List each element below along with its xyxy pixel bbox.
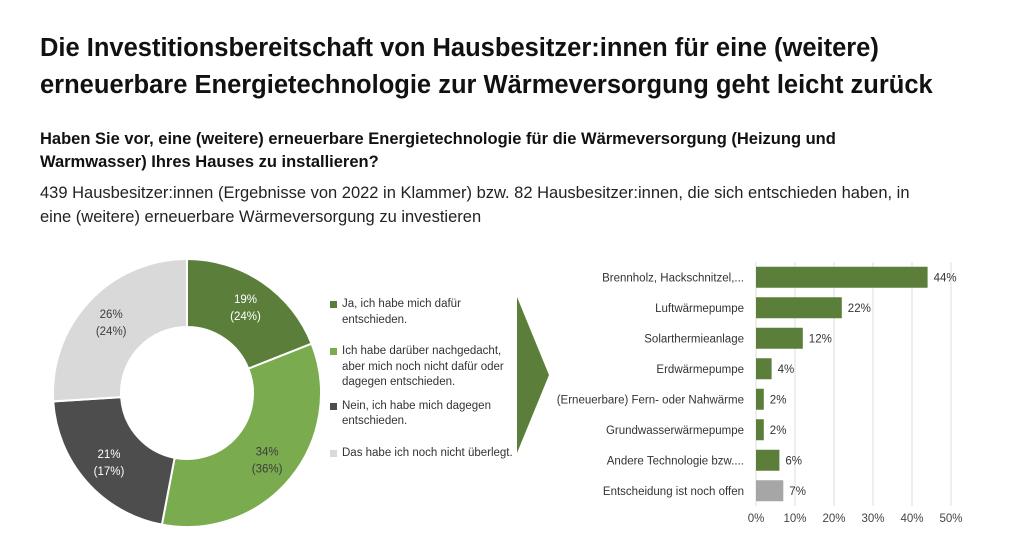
x-tick-label: 0% — [748, 513, 765, 525]
donut-slice — [186, 257, 313, 371]
donut-slice — [160, 342, 322, 528]
legend-label: Das habe ich noch nicht überlegt. — [342, 446, 513, 459]
category-label: Entscheidung ist noch offen — [603, 486, 744, 498]
donut-chart: 19% (24%) 34% (36%) 21% (17%) 26% (24%) — [52, 257, 322, 528]
x-tick-label: 20% — [822, 513, 845, 525]
bar-value-label: 44% — [934, 272, 957, 284]
x-tick-label: 40% — [900, 513, 923, 525]
slice-value-label: 34% — [256, 446, 279, 458]
legend-label: Ich habe darüber nachgedacht, aber mich … — [342, 345, 504, 388]
slice-value-label: 26% — [100, 309, 123, 321]
legend-label: Ja, ich habe mich dafür entschieden. — [342, 298, 461, 326]
bar-chart: 0% 10% 20% 30% 40% 50% Brennholz, Hackschnitze… — [557, 262, 963, 525]
category-label: Luftwärmepumpe — [655, 303, 744, 315]
bar — [756, 388, 764, 410]
bar-value-label: 2% — [770, 425, 787, 437]
bar-value-label: 6% — [785, 455, 802, 467]
legend-label: Nein, ich habe mich dagegen entschieden. — [342, 399, 491, 428]
x-tick-label: 10% — [783, 513, 806, 525]
legend-swatch — [330, 449, 337, 457]
bar-value-label: 12% — [809, 333, 832, 345]
sample-description: 439 Hausbesitzer:innen (Ergebnisse von 2… — [40, 184, 910, 226]
bar — [756, 419, 764, 441]
bar-value-label: 7% — [789, 486, 806, 498]
slice-previous-label: (24%) — [96, 326, 127, 338]
slice-previous-label: (36%) — [252, 463, 283, 475]
legend-item-no: Nein, ich habe mich dagegen entschieden. — [330, 399, 520, 430]
page-title: Die Investitionsbereitschaft von Hausbes… — [40, 34, 933, 99]
category-label: Erdwärmepumpe — [656, 364, 744, 376]
category-label: Andere Technologie bzw.... — [607, 455, 744, 467]
bar — [756, 480, 784, 502]
slice-previous-label: (17%) — [94, 466, 125, 478]
legend-item-considered: Ich habe darüber nachgedacht, aber mich … — [330, 344, 520, 391]
category-label: Solarthermieanlage — [644, 333, 744, 345]
category-label: Grundwasserwärmepumpe — [606, 425, 744, 437]
legend-swatch — [330, 301, 337, 308]
bar-value-label: 4% — [778, 364, 795, 376]
bar — [756, 358, 772, 380]
arrow-chevron-icon — [517, 297, 549, 453]
bar — [756, 449, 780, 471]
legend-swatch — [330, 348, 337, 355]
bar-value-label: 22% — [848, 303, 871, 315]
bar — [756, 327, 803, 349]
donut-slice — [52, 257, 188, 403]
legend-item-not-considered: Das habe ich noch nicht überlegt. — [330, 446, 520, 462]
category-label: Brennholz, Hackschnitzel,... — [602, 272, 744, 284]
category-label: (Erneuerbare) Fern- oder Nahwärme — [557, 394, 744, 406]
x-tick-label: 50% — [939, 513, 962, 525]
bar — [756, 266, 928, 288]
bar — [756, 297, 842, 319]
legend-item-yes: Ja, ich habe mich dafür entschieden. — [330, 297, 520, 328]
donut-legend: Ja, ich habe mich dafür entschieden. Ich… — [330, 297, 520, 461]
slice-value-label: 19% — [234, 294, 257, 306]
slice-value-label: 21% — [97, 449, 120, 461]
survey-question: Haben Sie vor, eine (weitere) erneuerbar… — [40, 130, 836, 171]
x-tick-label: 30% — [861, 513, 884, 525]
bar-value-label: 2% — [770, 394, 787, 406]
donut-slice — [52, 396, 176, 526]
legend-swatch — [330, 402, 337, 410]
slice-previous-label: (24%) — [230, 311, 261, 323]
